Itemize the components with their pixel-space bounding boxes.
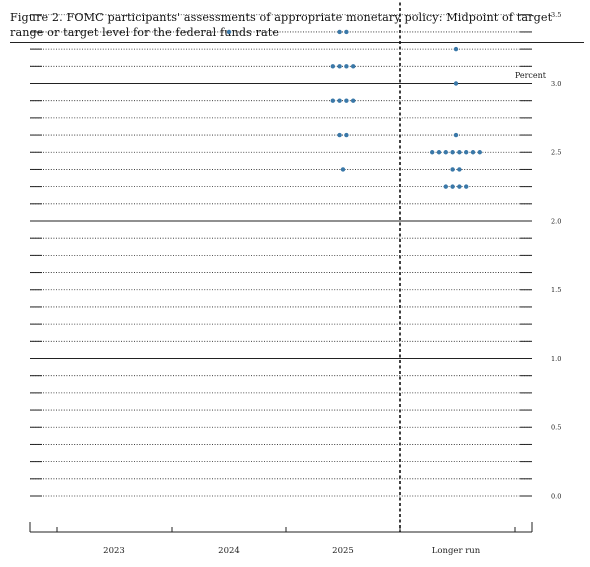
participant-dot: [337, 64, 342, 69]
participant-dot: [330, 64, 335, 69]
y-tick-label: 1.0: [551, 355, 561, 363]
participant-dot: [351, 98, 356, 103]
y-axis-unit-label: Percent: [515, 71, 547, 80]
participant-dot: [351, 64, 356, 69]
participant-dot: [453, 81, 459, 86]
y-tick-label: 2.5: [551, 149, 561, 157]
title-rule: [10, 42, 584, 43]
participant-dot: [436, 150, 442, 155]
y-tick-label: 0.5: [551, 424, 561, 432]
figure-title: Figure 2. FOMC participants' assessments…: [10, 11, 553, 39]
participant-dot: [443, 184, 448, 189]
participant-dot: [464, 184, 469, 189]
participant-dot: [337, 98, 342, 103]
y-tick-label: 3.0: [551, 80, 561, 88]
participant-dot: [464, 150, 469, 155]
x-category-label: 2024: [218, 546, 240, 556]
x-category-label: Longer run: [432, 546, 481, 556]
participant-dot: [470, 150, 476, 155]
participant-dot: [344, 64, 349, 69]
grid-lines: [30, 14, 532, 497]
participant-dot: [443, 150, 448, 155]
y-tick-label: 3.5: [551, 11, 561, 19]
participant-dot: [430, 150, 435, 155]
participant-dot: [344, 29, 349, 35]
x-axis: [29, 0, 533, 533]
participant-dot: [344, 132, 349, 138]
participant-dot: [450, 167, 455, 172]
participant-dot: [457, 184, 462, 189]
x-category-label: 2023: [103, 546, 125, 556]
participant-dot: [340, 167, 346, 172]
participant-dot: [337, 132, 342, 138]
participant-dot: [457, 167, 462, 172]
participant-dot: [457, 150, 462, 155]
dot-marks: [226, 29, 482, 189]
participant-dot: [344, 98, 349, 103]
participant-dot: [330, 98, 335, 103]
y-axis-tick-labels: 0.00.51.01.52.02.53.03.54.04.55.05.56.0: [551, 11, 561, 500]
y-tick-label: 0.0: [551, 492, 561, 500]
x-category-label: 2025: [332, 546, 354, 556]
y-tick-label: 2.0: [551, 217, 561, 225]
participant-dot: [453, 132, 459, 138]
participant-dot: [450, 184, 455, 189]
participant-dot: [477, 150, 482, 155]
y-tick-label: 1.5: [551, 286, 561, 294]
participant-dot: [453, 46, 459, 52]
participant-dot: [337, 29, 342, 35]
x-axis-category-labels: 2023 2024 2025 Longer run: [103, 546, 481, 556]
participant-dot: [450, 150, 455, 155]
participant-dot: [226, 29, 232, 35]
